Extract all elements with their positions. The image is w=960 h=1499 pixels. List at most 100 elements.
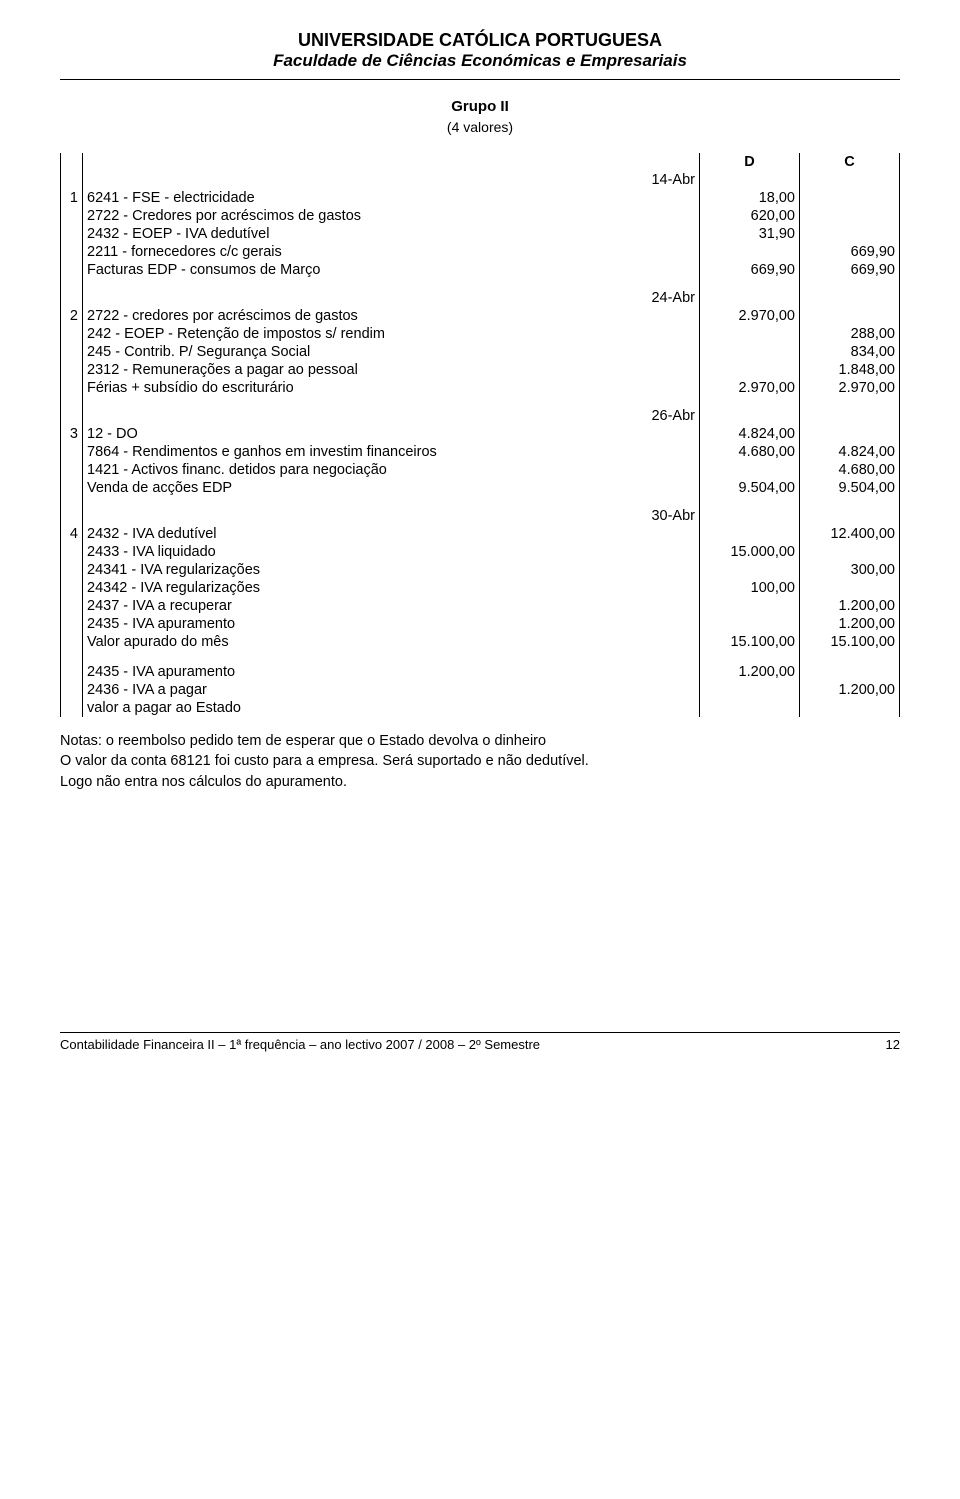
header-rule <box>60 79 900 80</box>
entry-desc: 2722 - Credores por acréscimos de gastos <box>83 207 700 225</box>
debit-value <box>700 243 800 261</box>
entry-desc: valor a pagar ao Estado <box>83 699 700 717</box>
credit-value: 1.200,00 <box>800 597 900 615</box>
entry-id <box>61 343 83 361</box>
debit-value <box>700 461 800 479</box>
entry-id <box>61 681 83 699</box>
entry-desc: 6241 - FSE - electricidade <box>83 189 700 207</box>
credit-value: 669,90 <box>800 243 900 261</box>
debit-value: 15.100,00 <box>700 633 800 651</box>
entry-id <box>61 361 83 379</box>
entry-id <box>61 225 83 243</box>
entry-id <box>61 597 83 615</box>
credit-value: 1.200,00 <box>800 615 900 633</box>
entry-id <box>61 561 83 579</box>
notes-block: Notas: o reembolso pedido tem de esperar… <box>60 731 900 792</box>
entry-date: 24-Abr <box>83 289 700 307</box>
entry-id: 2 <box>61 307 83 325</box>
debit-value <box>700 699 800 717</box>
credit-value <box>800 543 900 561</box>
debit-value <box>700 597 800 615</box>
credit-value: 834,00 <box>800 343 900 361</box>
credit-value <box>800 699 900 717</box>
entry-id <box>61 325 83 343</box>
credit-value: 288,00 <box>800 325 900 343</box>
entry-date: 14-Abr <box>83 171 700 189</box>
entry-id <box>61 663 83 681</box>
credit-value: 1.848,00 <box>800 361 900 379</box>
entry-desc: 2722 - credores por acréscimos de gastos <box>83 307 700 325</box>
debit-value <box>700 525 800 543</box>
entry-desc: 2435 - IVA apuramento <box>83 663 700 681</box>
credit-value <box>800 307 900 325</box>
footer-rule <box>60 1032 900 1033</box>
credit-value: 4.680,00 <box>800 461 900 479</box>
entry-desc: 2435 - IVA apuramento <box>83 615 700 633</box>
debit-value: 18,00 <box>700 189 800 207</box>
entry-id <box>61 207 83 225</box>
entry-desc: Venda de acções EDP <box>83 479 700 497</box>
faculty-name: Faculdade de Ciências Económicas e Empre… <box>60 51 900 71</box>
footer-text: Contabilidade Financeira II – 1ª frequên… <box>60 1037 540 1052</box>
ledger-table: D C 14-Abr16241 - FSE - electricidade18,… <box>60 153 900 717</box>
credit-value: 15.100,00 <box>800 633 900 651</box>
col-d-header: D <box>700 153 800 171</box>
entry-desc: 12 - DO <box>83 425 700 443</box>
debit-value <box>700 561 800 579</box>
debit-value: 620,00 <box>700 207 800 225</box>
entry-desc: 24341 - IVA regularizações <box>83 561 700 579</box>
entry-desc: 2312 - Remunerações a pagar ao pessoal <box>83 361 700 379</box>
entry-id <box>61 633 83 651</box>
entry-id <box>61 261 83 279</box>
debit-value: 4.824,00 <box>700 425 800 443</box>
debit-value: 1.200,00 <box>700 663 800 681</box>
entry-desc: Facturas EDP - consumos de Março <box>83 261 700 279</box>
entry-id <box>61 543 83 561</box>
entry-desc: 2432 - IVA dedutível <box>83 525 700 543</box>
credit-value <box>800 425 900 443</box>
page-footer: Contabilidade Financeira II – 1ª frequên… <box>60 1037 900 1052</box>
credit-value <box>800 225 900 243</box>
debit-value <box>700 325 800 343</box>
entry-id <box>61 615 83 633</box>
credit-value <box>800 189 900 207</box>
debit-value <box>700 361 800 379</box>
entry-id: 4 <box>61 525 83 543</box>
debit-value <box>700 615 800 633</box>
credit-value <box>800 663 900 681</box>
entry-id <box>61 379 83 397</box>
entry-date: 26-Abr <box>83 407 700 425</box>
entry-id <box>61 443 83 461</box>
debit-value: 669,90 <box>700 261 800 279</box>
credit-value: 2.970,00 <box>800 379 900 397</box>
entry-desc: 2433 - IVA liquidado <box>83 543 700 561</box>
entry-desc: 2432 - EOEP - IVA dedutível <box>83 225 700 243</box>
credit-value: 669,90 <box>800 261 900 279</box>
entry-id <box>61 579 83 597</box>
entry-id <box>61 461 83 479</box>
debit-value: 31,90 <box>700 225 800 243</box>
entry-desc: 7864 - Rendimentos e ganhos em investim … <box>83 443 700 461</box>
credit-value: 1.200,00 <box>800 681 900 699</box>
credit-value: 12.400,00 <box>800 525 900 543</box>
debit-value: 2.970,00 <box>700 307 800 325</box>
debit-value <box>700 681 800 699</box>
section-title: Grupo II <box>60 98 900 115</box>
credit-value: 9.504,00 <box>800 479 900 497</box>
credit-value: 300,00 <box>800 561 900 579</box>
entry-desc: Férias + subsídio do escriturário <box>83 379 700 397</box>
credit-value: 4.824,00 <box>800 443 900 461</box>
entry-id: 3 <box>61 425 83 443</box>
entry-desc: 1421 - Activos financ. detidos para nego… <box>83 461 700 479</box>
debit-value: 2.970,00 <box>700 379 800 397</box>
col-c-header: C <box>800 153 900 171</box>
credit-value <box>800 207 900 225</box>
entry-date: 30-Abr <box>83 507 700 525</box>
entry-id: 1 <box>61 189 83 207</box>
note-line: Notas: o reembolso pedido tem de esperar… <box>60 731 900 751</box>
note-line: O valor da conta 68121 foi custo para a … <box>60 751 900 771</box>
entry-desc: 242 - EOEP - Retenção de impostos s/ ren… <box>83 325 700 343</box>
entry-desc: 2437 - IVA a recuperar <box>83 597 700 615</box>
entry-desc: Valor apurado do mês <box>83 633 700 651</box>
page-number: 12 <box>886 1037 900 1052</box>
